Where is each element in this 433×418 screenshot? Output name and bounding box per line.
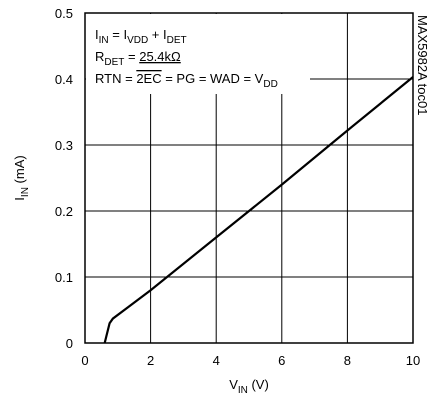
x-tick-label: 10 [406,353,420,368]
annotation: RTN = 2EC = PG = WAD = VDD [95,71,278,90]
text-part: (V) [248,377,269,392]
text-part: VDD [127,35,148,46]
text-part: = I [109,27,127,42]
text-part: + I [148,27,166,42]
side-note: MAX5982A toc01 [415,15,430,115]
x-tick-label: 2 [147,353,154,368]
text-part: = [124,49,139,64]
y-tick-label: 0.1 [55,270,73,285]
text-part: 2EC [136,71,161,86]
x-axis-label: VIN (V) [229,377,269,396]
text-part: IN [238,385,248,396]
plot-frame [84,12,414,344]
y-tick-label: 0 [66,336,73,351]
data-line [103,76,414,344]
annotation: IIN = IVDD + IDET [95,27,187,46]
x-tick-label: 0 [81,353,88,368]
x-tick-label: 8 [344,353,351,368]
text-part: = PG = WAD = V [162,71,264,86]
text-part: I [95,27,99,42]
text-part: IN [20,187,31,197]
x-tick-label: 6 [278,353,285,368]
y-tick-label: 0.3 [55,138,73,153]
y-axis-label: IIN (mA) [12,155,31,200]
text-part: V [229,377,238,392]
y-tick-label: 0.4 [55,72,73,87]
x-tick-label: 4 [213,353,220,368]
text-part: RTN = [95,71,136,86]
annotation: RDET = 25.4kΩ [95,49,181,68]
text-part: DD [263,79,277,90]
y-tick-label: 0.5 [55,6,73,21]
text-part: R [95,49,104,64]
text-part: I [12,197,27,201]
text-part: DET [104,57,124,68]
annotation-box [86,14,310,94]
text-part: 25.4kΩ [139,49,181,64]
text-part: IN [99,35,109,46]
text-part: (mA) [12,155,27,187]
y-tick-label: 0.2 [55,204,73,219]
text-part: DET [167,35,187,46]
